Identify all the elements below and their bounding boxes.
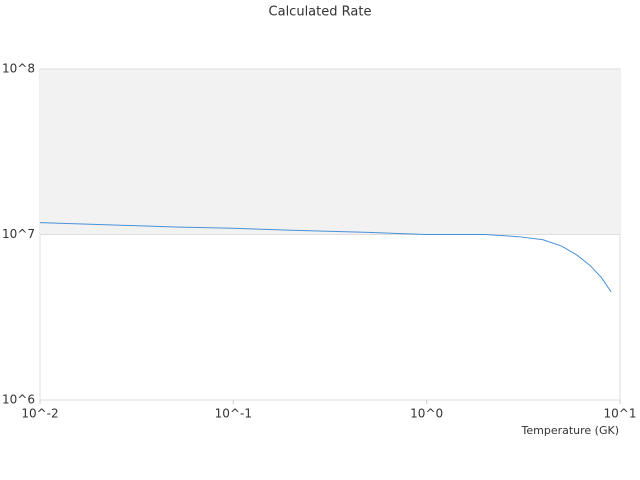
y-tick-label: 10^7 [2, 227, 35, 241]
band [40, 69, 620, 235]
x-tick-label: 10^0 [410, 407, 443, 421]
y-tick-label: 10^6 [2, 393, 35, 407]
y-tick-label: 10^8 [2, 62, 35, 76]
x-tick-label: 10^1 [604, 407, 637, 421]
line [39, 222, 612, 293]
x-tick-label: 10^-1 [215, 407, 252, 421]
x-tick-label: 10^-2 [21, 407, 58, 421]
chart-title: Calculated Rate [269, 5, 372, 20]
x-axis-label: Temperature (GK) [521, 424, 620, 437]
